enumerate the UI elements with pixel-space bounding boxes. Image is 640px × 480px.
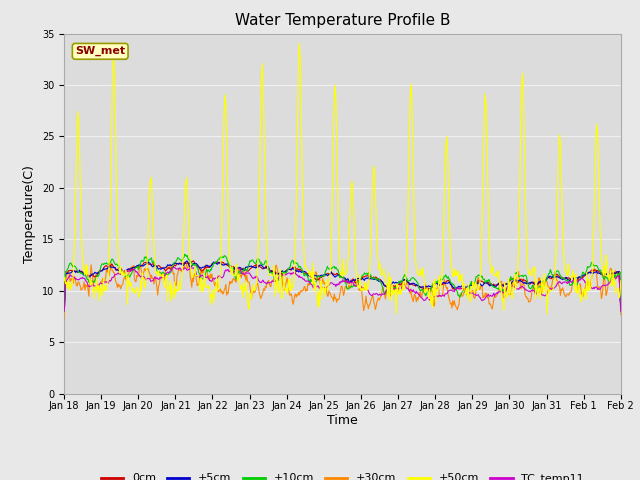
- X-axis label: Time: Time: [327, 414, 358, 427]
- Title: Water Temperature Profile B: Water Temperature Profile B: [235, 13, 450, 28]
- Y-axis label: Temperature(C): Temperature(C): [23, 165, 36, 263]
- Text: SW_met: SW_met: [75, 46, 125, 57]
- Legend: 0cm, +5cm, +10cm, +30cm, +50cm, TC_temp11: 0cm, +5cm, +10cm, +30cm, +50cm, TC_temp1…: [96, 469, 589, 480]
